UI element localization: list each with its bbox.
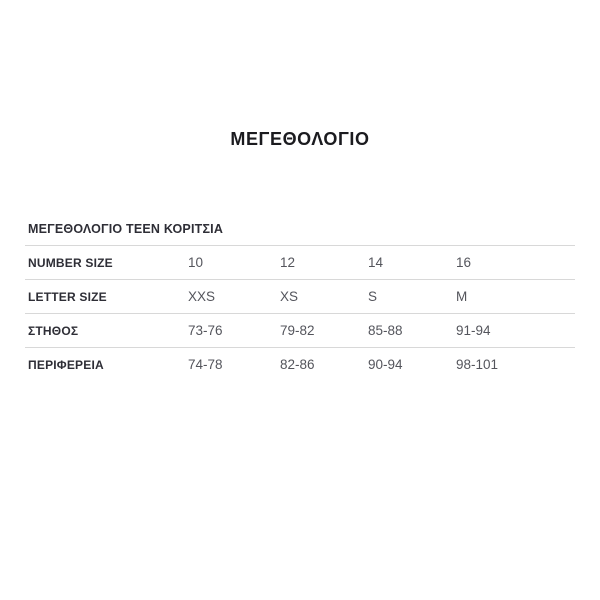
row-label: ΠΕΡΙΦΕΡΕΙΑ <box>28 357 104 372</box>
table-cell: 74-78 <box>188 357 223 372</box>
table-cell: 16 <box>456 255 472 270</box>
table-cell: XS <box>280 289 299 304</box>
table-row-number-size: NUMBER SIZE 10 12 14 16 <box>25 246 575 280</box>
table-cell: 82-86 <box>280 357 315 372</box>
table-cell: 98-101 <box>456 357 499 372</box>
size-table: NUMBER SIZE 10 12 14 16 LETTER SIZE XXS … <box>25 245 575 381</box>
table-cell: 12 <box>280 255 296 270</box>
table-cell: M <box>456 289 468 304</box>
row-label: ΣΤΗΘΟΣ <box>28 323 79 338</box>
table-cell: 79-82 <box>280 323 315 338</box>
table-cell: 85-88 <box>368 323 403 338</box>
table-cell: 10 <box>188 255 204 270</box>
row-label: LETTER SIZE <box>28 289 107 304</box>
table-cell: 90-94 <box>368 357 403 372</box>
size-chart-section: ΜΕΓΕΘΟΛΟΓΙΟ TEEN ΚΟΡΙΤΣΙΑ NUMBER SIZE 10… <box>25 222 575 381</box>
page-title: ΜΕΓΕΘΟΛΟΓΙΟ <box>230 129 370 149</box>
table-row-letter-size: LETTER SIZE XXS XS S M <box>25 280 575 314</box>
table-cell: 91-94 <box>456 323 491 338</box>
table-cell: 73-76 <box>188 323 223 338</box>
table-cell: S <box>368 289 378 304</box>
table-row-circumference: ΠΕΡΙΦΕΡΕΙΑ 74-78 82-86 90-94 98-101 <box>25 348 575 381</box>
table-cell: 14 <box>368 255 384 270</box>
row-label: NUMBER SIZE <box>28 255 113 270</box>
size-chart-section-title: ΜΕΓΕΘΟΛΟΓΙΟ TEEN ΚΟΡΙΤΣΙΑ <box>28 222 224 236</box>
table-row-chest: ΣΤΗΘΟΣ 73-76 79-82 85-88 91-94 <box>25 314 575 348</box>
table-cell: XXS <box>188 289 216 304</box>
